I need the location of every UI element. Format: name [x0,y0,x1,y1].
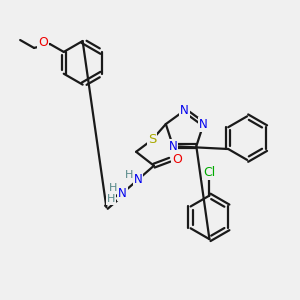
Text: H: H [125,169,134,180]
Text: H: H [107,194,116,204]
Text: O: O [38,37,48,50]
Text: Cl: Cl [203,166,216,179]
Text: N: N [180,104,189,117]
Text: N: N [118,187,127,200]
Text: H: H [109,184,118,194]
Text: N: N [169,140,177,153]
Text: N: N [199,118,208,130]
Text: S: S [148,134,156,146]
Text: O: O [172,153,182,166]
Text: N: N [134,173,142,186]
